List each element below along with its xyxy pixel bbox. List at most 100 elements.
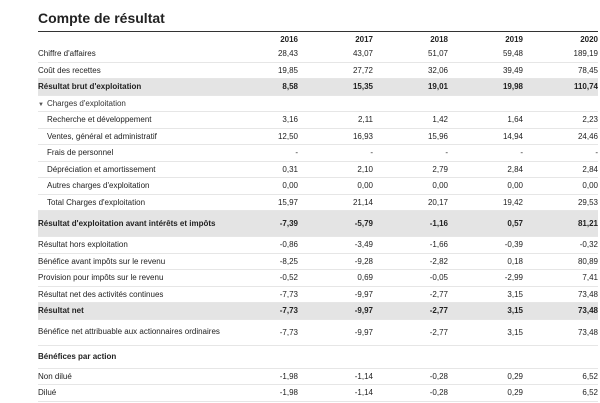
row-label-cell: Dépréciation et amortissement xyxy=(38,161,223,178)
value-cell-2017: -5,79 xyxy=(298,210,373,237)
row-label: Bénéfice net attribuable aux actionnaire… xyxy=(38,327,220,336)
row-label-cell: Recherche et développement xyxy=(38,111,223,129)
value-cell-2016: -7,73 xyxy=(223,319,298,346)
value-cell-2020: -0,32 xyxy=(523,236,598,254)
row-label: Résultat net des activités continues xyxy=(38,289,164,299)
row-recherche-et-developpement: Recherche et développement 3,16 2,11 1,42 1,… xyxy=(38,111,598,129)
value-cell-2020: 0,00 xyxy=(523,177,598,195)
row-resultat-brut-d-exploitation: Résultat brut d'exploitation 8,58 15,35 19,… xyxy=(38,78,598,96)
row-label: Résultat d'exploitation avant intérêts e… xyxy=(38,218,216,228)
row-label: Non dilué xyxy=(38,371,72,381)
row-label-cell: Bénéfice net attribuable aux actionnaire… xyxy=(38,319,223,346)
row-label-cell: Résultat brut d'exploitation xyxy=(38,78,223,96)
label-column-header xyxy=(38,33,223,46)
value-cell-2020: 73,48 xyxy=(523,286,598,303)
row-label-cell: Résultat net des activités continues xyxy=(38,286,223,303)
value-cell-2019: 14,94 xyxy=(448,128,523,145)
value-cell-2017: 27,72 xyxy=(298,62,373,79)
value-cell-2020: 73,48 xyxy=(523,319,598,346)
value-cell-2017: 16,93 xyxy=(298,128,373,145)
row-label-cell: Dilué xyxy=(38,384,223,402)
year-header: 2018 xyxy=(430,35,448,44)
row-label-cell[interactable]: ▼ Charges d'exploitation xyxy=(38,95,223,112)
value-cell-2016: 8,58 xyxy=(223,78,298,96)
row-frais-de-personnel: Frais de personnel - - - - - xyxy=(38,144,598,162)
value-cell-2020: 110,74 xyxy=(523,78,598,96)
value-cell-2020: 24,46 xyxy=(523,128,598,145)
row-label: Dilué xyxy=(38,388,57,398)
value-cell-2019: 39,49 xyxy=(448,62,523,79)
year-header-row: 2016 2017 2018 2019 2020 xyxy=(38,33,598,46)
value-cell-2017: 0,69 xyxy=(298,269,373,287)
row-label: Autres charges d'exploitation xyxy=(47,181,150,191)
value-cell-2019 xyxy=(448,95,523,112)
value-cell-2016: 3,16 xyxy=(223,111,298,129)
value-cell-2018: -1,16 xyxy=(373,210,448,237)
value-cell-2017: 21,14 xyxy=(298,194,373,211)
row-label-cell: Non dilué xyxy=(38,368,223,385)
row-label: Résultat brut d'exploitation xyxy=(38,82,142,92)
value-cell-2017: -1,14 xyxy=(298,368,373,385)
row-autres-charges-d-exploitation: Autres charges d'exploitation 0,00 0,00 0,0… xyxy=(38,177,598,195)
row-label: Recherche et développement xyxy=(47,115,152,125)
value-cell-2016: -1,98 xyxy=(223,384,298,402)
row-provision-pour-impots-sur-le-revenu: Provision pour impôts sur le revenu -0,52… xyxy=(38,269,598,287)
collapse-caret-icon[interactable]: ▼ xyxy=(38,101,44,108)
value-cell-2019: - xyxy=(448,144,523,162)
value-cell-2019: 19,98 xyxy=(448,78,523,96)
value-cell-2020: 78,45 xyxy=(523,62,598,79)
value-cell-2017 xyxy=(298,95,373,112)
value-cell-2017: 2,10 xyxy=(298,161,373,178)
value-cell-2018: - xyxy=(373,144,448,162)
row-benefice-net-attribuable-aux-actionnaires-ordinaires: Bénéfice net attribuable aux actionnaire… xyxy=(38,319,598,346)
row-label-cell: Chiffre d'affaires xyxy=(38,46,223,63)
value-cell-2019: 1,64 xyxy=(448,111,523,129)
row-label: Bénéfice avant impôts sur le revenu xyxy=(38,256,166,266)
value-cell-2016: -8,25 xyxy=(223,253,298,270)
row-resultat-d-exploitation-avant-interets-et-impots: Résultat d'exploitation avant intérêts e… xyxy=(38,210,598,237)
value-cell-2017: 43,07 xyxy=(298,46,373,63)
value-cell-2020: 6,52 xyxy=(523,384,598,402)
value-cell-2020: 80,89 xyxy=(523,253,598,270)
row-label: Ventes, général et administratif xyxy=(47,131,157,141)
value-cell-2017: 0,00 xyxy=(298,177,373,195)
row-resultat-net-des-activites-continues: Résultat net des activités continues -7,7… xyxy=(38,286,598,303)
value-cell-2016: -0,86 xyxy=(223,236,298,254)
value-cell-2020 xyxy=(523,95,598,112)
value-cell-2019: 2,84 xyxy=(448,161,523,178)
year-header: 2020 xyxy=(580,35,598,44)
row-label: Charges d'exploitation xyxy=(46,98,126,108)
value-cell-2020: 189,19 xyxy=(523,46,598,63)
row-label-cell: Résultat net xyxy=(38,302,223,320)
row-label-cell: Frais de personnel xyxy=(38,144,223,162)
row-label: Dépréciation et amortissement xyxy=(47,164,156,174)
value-cell-2019: 3,15 xyxy=(448,319,523,346)
row-total-charges-d-exploitation: Total Charges d'exploitation 15,97 21,14 20… xyxy=(38,194,598,211)
value-cell-2017: -9,97 xyxy=(298,286,373,303)
value-cell-2020: 29,53 xyxy=(523,194,598,211)
value-cell-2018: -2,77 xyxy=(373,302,448,320)
value-cell-2016: -7,39 xyxy=(223,210,298,237)
value-cell-2016: -7,73 xyxy=(223,302,298,320)
value-cell-2018: -0,05 xyxy=(373,269,448,287)
year-header: 2017 xyxy=(355,35,373,44)
year-header: 2019 xyxy=(505,35,523,44)
value-cell-2016: 19,85 xyxy=(223,62,298,79)
value-cell-2017: -9,28 xyxy=(298,253,373,270)
row-label-cell: Ventes, général et administratif xyxy=(38,128,223,145)
row-depreciation-et-amortissement: Dépréciation et amortissement 0,31 2,10 2,7… xyxy=(38,161,598,178)
row-resultat-hors-exploitation: Résultat hors exploitation -0,86 -3,49 -1,6… xyxy=(38,236,598,254)
value-cell-2018: 1,42 xyxy=(373,111,448,129)
row-label-cell: Bénéfice avant impôts sur le revenu xyxy=(38,253,223,270)
value-cell-2016: 28,43 xyxy=(223,46,298,63)
value-cell-2018: 32,06 xyxy=(373,62,448,79)
title-divider xyxy=(38,31,598,32)
section-title: Bénéfices par action xyxy=(38,345,598,369)
value-cell-2016: -1,98 xyxy=(223,368,298,385)
value-cell-2020: 7,41 xyxy=(523,269,598,287)
row-label-cell: Provision pour impôts sur le revenu xyxy=(38,269,223,287)
income-statement-table: 2016 2017 2018 2019 2020 Chiffre d'affai… xyxy=(38,33,598,402)
value-cell-2016: 12,50 xyxy=(223,128,298,145)
row-resultat-net: Résultat net -7,73 -9,97 -2,77 3,15 73,48 xyxy=(38,302,598,320)
